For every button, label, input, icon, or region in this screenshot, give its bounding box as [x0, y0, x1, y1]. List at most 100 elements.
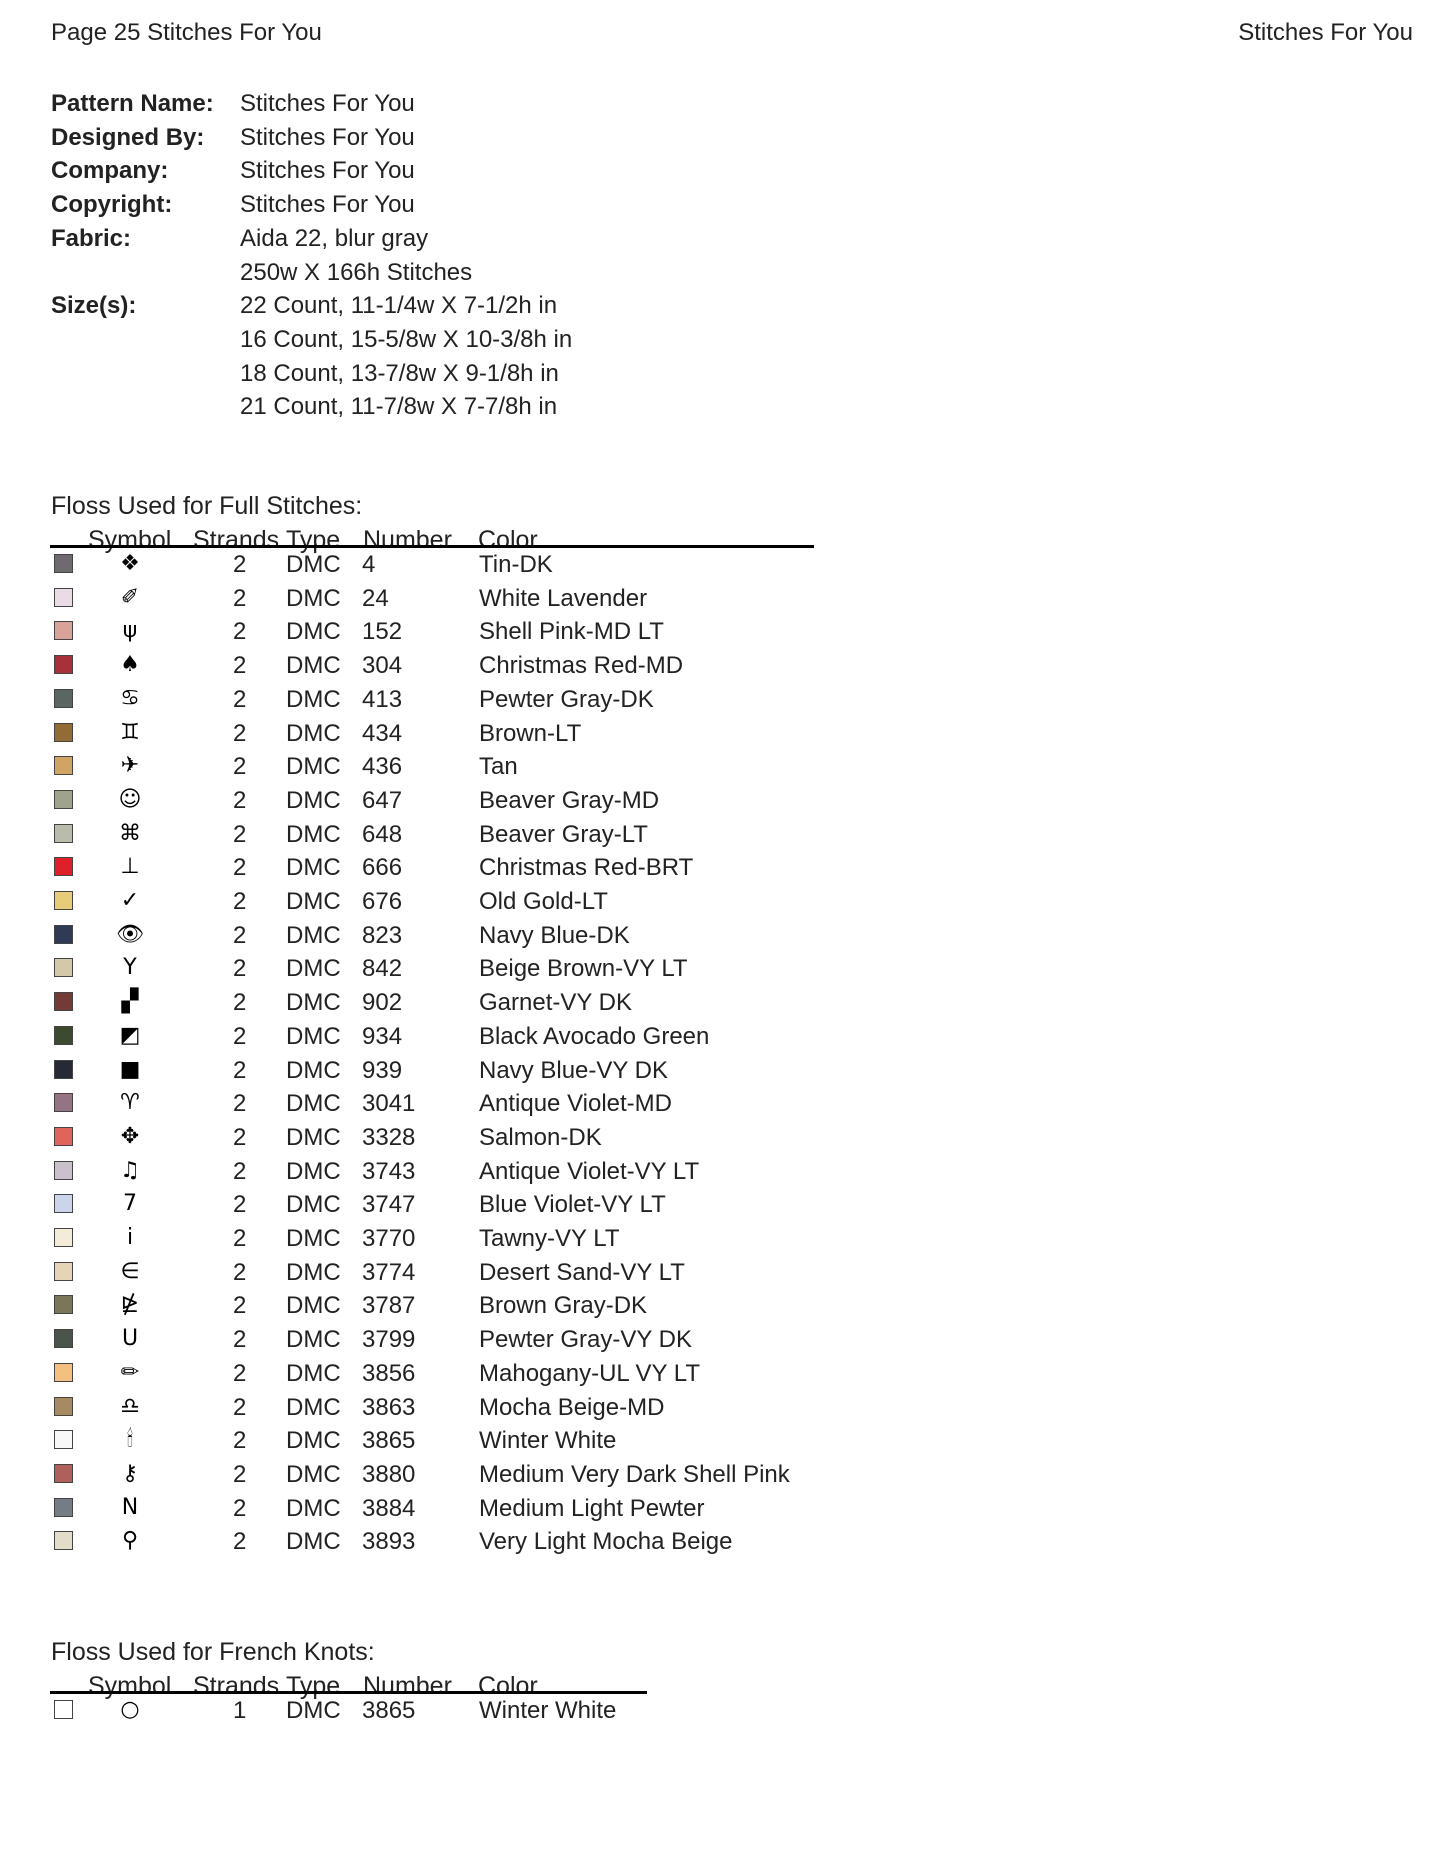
pencil-icon: ✐ — [120, 584, 140, 610]
strands-cell: 2 — [233, 1056, 247, 1084]
number-cell: 902 — [362, 989, 403, 1017]
color-name-cell: Brown-LT — [479, 719, 582, 747]
number-cell: 4 — [362, 551, 376, 578]
strands-cell: 2 — [233, 1427, 247, 1455]
type-cell: DMC — [286, 989, 341, 1017]
color-name-cell: Winter White — [479, 1697, 617, 1724]
color-swatch — [54, 1194, 73, 1214]
small-pencil-icon: ✏ — [120, 1359, 140, 1385]
strands-cell: 2 — [233, 1528, 247, 1556]
column-header-strands: Strands — [193, 1672, 280, 1700]
aries-icon: ♈ — [120, 1090, 140, 1116]
page-header-left: Page 25 Stitches For You — [51, 19, 322, 46]
info-label: Company: — [51, 157, 169, 185]
number-cell: 3328 — [362, 1123, 416, 1151]
music-note-icon: ♫ — [120, 1157, 140, 1183]
color-name-cell: Desert Sand-VY LT — [479, 1258, 685, 1286]
column-header-number: Number — [363, 1672, 452, 1700]
square-icon: ■ — [119, 1056, 141, 1082]
strands-cell: 2 — [233, 1359, 247, 1387]
column-header-type: Type — [286, 1672, 341, 1700]
color-swatch — [54, 1025, 73, 1045]
info-label: Copyright: — [51, 191, 173, 219]
color-swatch — [54, 1160, 73, 1180]
color-name-cell: Salmon-DK — [479, 1123, 602, 1151]
color-name-cell: Beaver Gray-MD — [479, 786, 660, 814]
strands-cell: 2 — [233, 921, 247, 949]
number-cell: 436 — [362, 753, 403, 781]
flag-icon: ◩ — [119, 1022, 141, 1048]
info-value: Stitches For You — [240, 157, 415, 185]
type-cell: DMC — [286, 1697, 341, 1724]
color-name-cell: Beaver Gray-LT — [479, 820, 648, 848]
number-cell: 666 — [362, 854, 403, 882]
strands-cell: 2 — [233, 1123, 247, 1151]
cancer-icon: ♋ — [120, 685, 140, 711]
color-name-cell: Old Gold-LT — [479, 888, 608, 915]
color-name-cell: Antique Violet-VY LT — [479, 1157, 700, 1185]
type-cell: DMC — [286, 1427, 341, 1455]
command-icon: ⌘ — [119, 820, 141, 846]
number-cell: 3880 — [362, 1460, 416, 1488]
color-swatch — [54, 1228, 73, 1247]
header-rule — [50, 1691, 647, 1694]
type-cell: DMC — [286, 652, 341, 680]
type-cell: DMC — [286, 1225, 341, 1252]
type-cell: DMC — [286, 1460, 341, 1488]
color-swatch — [54, 1362, 73, 1382]
color-name-cell: Navy Blue-VY DK — [479, 1056, 668, 1084]
type-cell: DMC — [286, 888, 341, 915]
gemini-icon: ♊ — [120, 719, 140, 745]
number-cell: 3787 — [362, 1292, 416, 1320]
type-cell: DMC — [286, 1494, 341, 1522]
number-cell: 3770 — [362, 1225, 416, 1252]
column-header-strands: Strands — [193, 526, 280, 554]
number-cell: 3774 — [362, 1258, 416, 1286]
strands-cell: 2 — [233, 888, 247, 915]
u-icon: U — [121, 1326, 139, 1352]
info-value: Stitches For You — [240, 191, 415, 219]
color-swatch — [54, 655, 73, 675]
number-cell: 939 — [362, 1056, 403, 1084]
number-cell: 3884 — [362, 1494, 416, 1522]
color-swatch — [54, 924, 73, 944]
section-title: Floss Used for French Knots: — [51, 1638, 375, 1666]
type-cell: DMC — [286, 1292, 341, 1320]
type-cell: DMC — [286, 584, 341, 612]
cross-icon: ✥ — [120, 1123, 140, 1149]
section-title: Floss Used for Full Stitches: — [51, 492, 363, 520]
color-swatch — [54, 992, 73, 1012]
color-name-cell: Blue Violet-VY LT — [479, 1191, 666, 1219]
color-name-cell: Pewter Gray-VY DK — [479, 1326, 692, 1354]
type-cell: DMC — [286, 1123, 341, 1151]
strands-cell: 2 — [233, 652, 247, 680]
strands-cell: 2 — [233, 955, 247, 983]
color-swatch — [54, 1396, 73, 1416]
color-name-cell: Mahogany-UL VY LT — [479, 1359, 701, 1387]
color-name-cell: Antique Violet-MD — [479, 1090, 672, 1118]
info-value: 16 Count, 15-5/8w X 10-3/8h in — [240, 325, 573, 353]
info-value: Aida 22, blur gray — [240, 224, 429, 252]
number-cell: 648 — [362, 820, 403, 848]
color-swatch — [54, 1497, 73, 1517]
smiley-icon: ☺ — [118, 786, 142, 812]
color-swatch — [54, 554, 73, 573]
color-name-cell: Tawny-VY LT — [479, 1225, 620, 1252]
small-key-icon: ⚲ — [121, 1528, 139, 1554]
checker-icon: ▞ — [121, 989, 139, 1015]
spade-icon: ♠ — [120, 652, 140, 678]
type-cell: DMC — [286, 1393, 341, 1421]
info-value: 21 Count, 11-7/8w X 7-7/8h in — [240, 393, 558, 421]
number-cell: 3856 — [362, 1359, 416, 1387]
number-cell: 24 — [362, 584, 389, 612]
color-swatch — [54, 1430, 73, 1450]
type-cell: DMC — [286, 551, 341, 578]
color-swatch — [54, 1329, 73, 1349]
type-cell: DMC — [286, 719, 341, 747]
color-swatch — [54, 621, 73, 641]
type-cell: DMC — [286, 753, 341, 781]
type-cell: DMC — [286, 854, 341, 882]
color-swatch — [54, 1700, 73, 1719]
column-header-type: Type — [286, 526, 341, 554]
strands-cell: 2 — [233, 1157, 247, 1185]
